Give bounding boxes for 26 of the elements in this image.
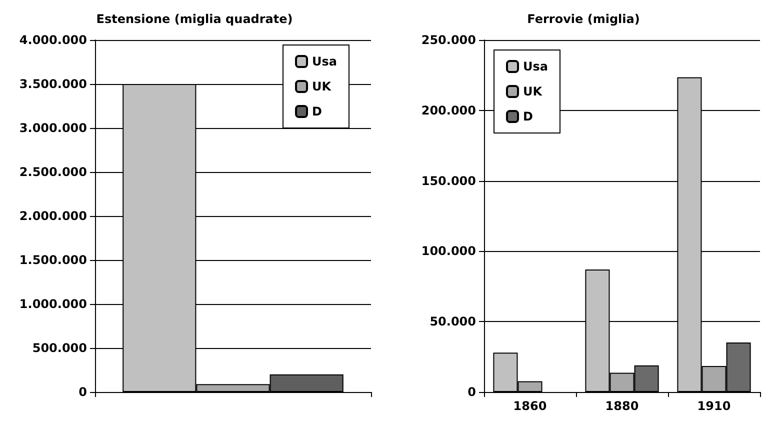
chart-title: Estensione (miglia quadrate) xyxy=(96,12,293,26)
y-tick-label: 500.000 xyxy=(32,341,87,355)
legend-label: Usa xyxy=(523,60,548,74)
legend-label: UK xyxy=(312,80,332,94)
legend-label: D xyxy=(312,104,322,118)
y-tick-label: 3.500.000 xyxy=(19,77,87,91)
x-tick-label: 1910 xyxy=(697,399,731,413)
y-tick-label: 2.000.000 xyxy=(19,209,87,223)
y-tick-label: 50.000 xyxy=(430,314,476,329)
y-tick-label: 200.000 xyxy=(421,103,476,118)
y-tick-label: 2.500.000 xyxy=(19,165,87,179)
y-tick-label: 0 xyxy=(78,385,87,399)
y-tick-label: 1.500.000 xyxy=(19,253,87,267)
legend-label: D xyxy=(523,110,533,124)
y-tick-label: 4.000.000 xyxy=(19,33,87,47)
legend-label: Usa xyxy=(312,54,337,68)
y-tick-label: 0 xyxy=(468,385,476,399)
y-tick-label: 3.000.000 xyxy=(19,121,87,135)
legend-label: UK xyxy=(523,84,543,98)
x-tick-label: 1880 xyxy=(605,399,639,413)
y-tick-label: 100.000 xyxy=(421,244,476,258)
y-tick-label: 150.000 xyxy=(421,174,476,188)
y-tick-label: 1.000.000 xyxy=(19,297,87,311)
x-tick-label: 1860 xyxy=(513,399,547,413)
chart-title: Ferrovie (miglia) xyxy=(527,12,640,26)
y-tick-label: 250.000 xyxy=(421,33,476,47)
